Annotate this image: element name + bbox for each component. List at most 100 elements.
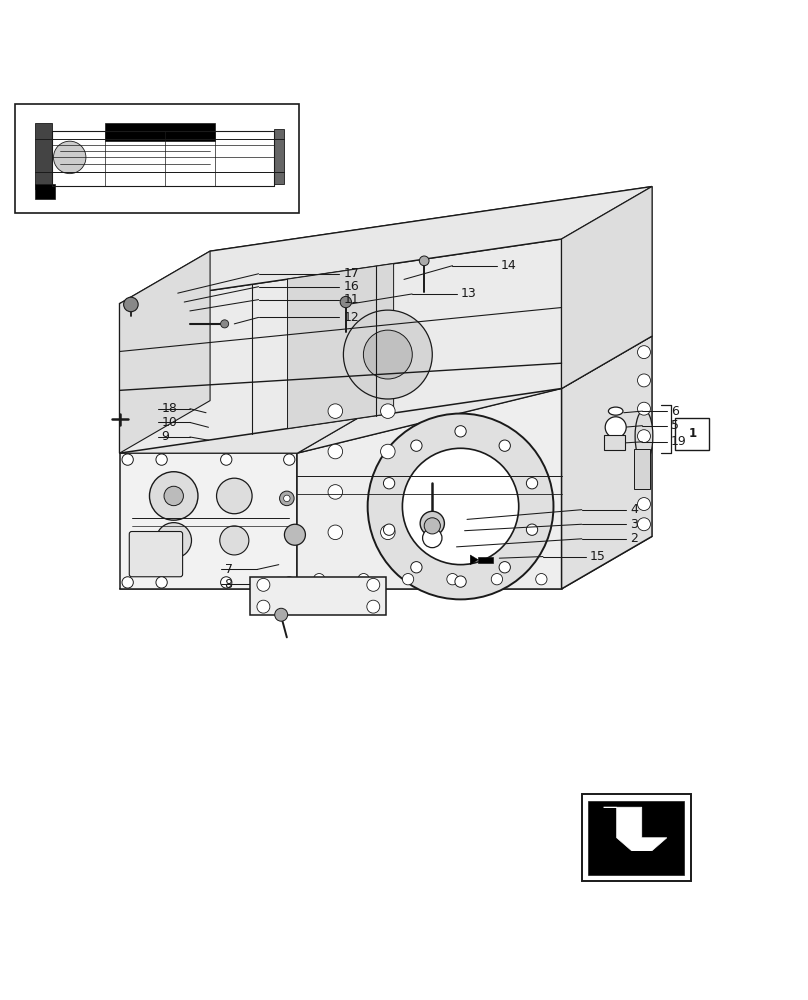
Bar xyxy=(675,418,709,450)
Circle shape xyxy=(221,454,232,465)
Polygon shape xyxy=(210,186,652,401)
Text: 18: 18 xyxy=(162,402,178,415)
Circle shape xyxy=(368,414,553,599)
Text: 6: 6 xyxy=(671,405,679,418)
Polygon shape xyxy=(105,123,214,141)
Circle shape xyxy=(499,440,511,451)
Polygon shape xyxy=(275,129,284,184)
Circle shape xyxy=(284,495,290,502)
Text: 17: 17 xyxy=(343,267,360,280)
Circle shape xyxy=(605,417,626,438)
Text: 8: 8 xyxy=(225,578,233,591)
Circle shape xyxy=(156,523,191,558)
Circle shape xyxy=(280,491,294,506)
Text: 12: 12 xyxy=(343,311,359,324)
Bar xyxy=(604,435,625,450)
Text: 1: 1 xyxy=(688,427,696,440)
Polygon shape xyxy=(604,807,667,860)
Circle shape xyxy=(381,525,395,540)
Circle shape xyxy=(384,524,395,535)
Ellipse shape xyxy=(635,410,653,462)
Circle shape xyxy=(526,478,537,489)
Text: 5: 5 xyxy=(671,419,679,432)
Circle shape xyxy=(122,454,133,465)
Circle shape xyxy=(638,374,650,387)
Circle shape xyxy=(419,256,429,266)
Polygon shape xyxy=(250,577,386,615)
Bar xyxy=(590,851,683,873)
Circle shape xyxy=(455,576,466,587)
Polygon shape xyxy=(297,336,652,453)
Text: 11: 11 xyxy=(343,293,359,306)
Circle shape xyxy=(381,444,395,459)
Circle shape xyxy=(328,485,343,499)
Text: 2: 2 xyxy=(630,532,638,545)
Circle shape xyxy=(638,402,650,415)
Circle shape xyxy=(410,440,422,451)
Circle shape xyxy=(122,577,133,588)
Circle shape xyxy=(156,454,167,465)
Polygon shape xyxy=(15,104,299,213)
Circle shape xyxy=(526,524,537,535)
Bar xyxy=(588,801,684,875)
Circle shape xyxy=(402,574,414,585)
Circle shape xyxy=(381,404,395,418)
Text: 16: 16 xyxy=(343,280,359,293)
Polygon shape xyxy=(120,251,210,453)
Circle shape xyxy=(364,330,412,379)
Circle shape xyxy=(402,448,519,565)
Circle shape xyxy=(328,525,343,540)
Polygon shape xyxy=(120,536,652,589)
Text: 14: 14 xyxy=(501,259,516,272)
Text: 10: 10 xyxy=(162,416,178,429)
Text: 3: 3 xyxy=(630,518,638,531)
Polygon shape xyxy=(562,336,652,589)
Polygon shape xyxy=(120,186,652,304)
Polygon shape xyxy=(478,557,493,563)
Circle shape xyxy=(423,528,442,548)
Circle shape xyxy=(220,526,249,555)
Circle shape xyxy=(491,574,503,585)
Circle shape xyxy=(367,578,380,591)
Bar xyxy=(582,794,691,881)
Polygon shape xyxy=(288,264,393,429)
Circle shape xyxy=(221,320,229,328)
Circle shape xyxy=(424,518,440,534)
Text: 9: 9 xyxy=(162,430,170,443)
Circle shape xyxy=(638,346,650,359)
Circle shape xyxy=(447,574,458,585)
Circle shape xyxy=(340,296,351,308)
Circle shape xyxy=(275,608,288,621)
Circle shape xyxy=(217,478,252,514)
Bar xyxy=(590,852,683,872)
Circle shape xyxy=(343,310,432,399)
Circle shape xyxy=(284,577,295,588)
Ellipse shape xyxy=(608,407,623,415)
Bar xyxy=(634,449,650,489)
Polygon shape xyxy=(35,123,53,189)
Text: 7: 7 xyxy=(225,563,233,576)
Circle shape xyxy=(53,141,86,174)
Circle shape xyxy=(284,524,305,545)
Circle shape xyxy=(638,430,650,443)
Circle shape xyxy=(638,498,650,511)
Bar xyxy=(588,801,684,875)
Polygon shape xyxy=(120,453,297,589)
Text: 19: 19 xyxy=(671,435,686,448)
Polygon shape xyxy=(562,186,652,388)
FancyArrow shape xyxy=(614,812,655,852)
Circle shape xyxy=(221,577,232,588)
Text: 15: 15 xyxy=(590,550,606,563)
Circle shape xyxy=(455,426,466,437)
Circle shape xyxy=(358,574,369,585)
Circle shape xyxy=(420,511,444,536)
Circle shape xyxy=(638,518,650,531)
Polygon shape xyxy=(35,184,55,199)
Circle shape xyxy=(164,486,183,506)
Circle shape xyxy=(284,454,295,465)
Polygon shape xyxy=(470,555,478,565)
Circle shape xyxy=(328,404,343,418)
FancyBboxPatch shape xyxy=(129,532,183,577)
Polygon shape xyxy=(120,239,562,453)
Circle shape xyxy=(328,444,343,459)
